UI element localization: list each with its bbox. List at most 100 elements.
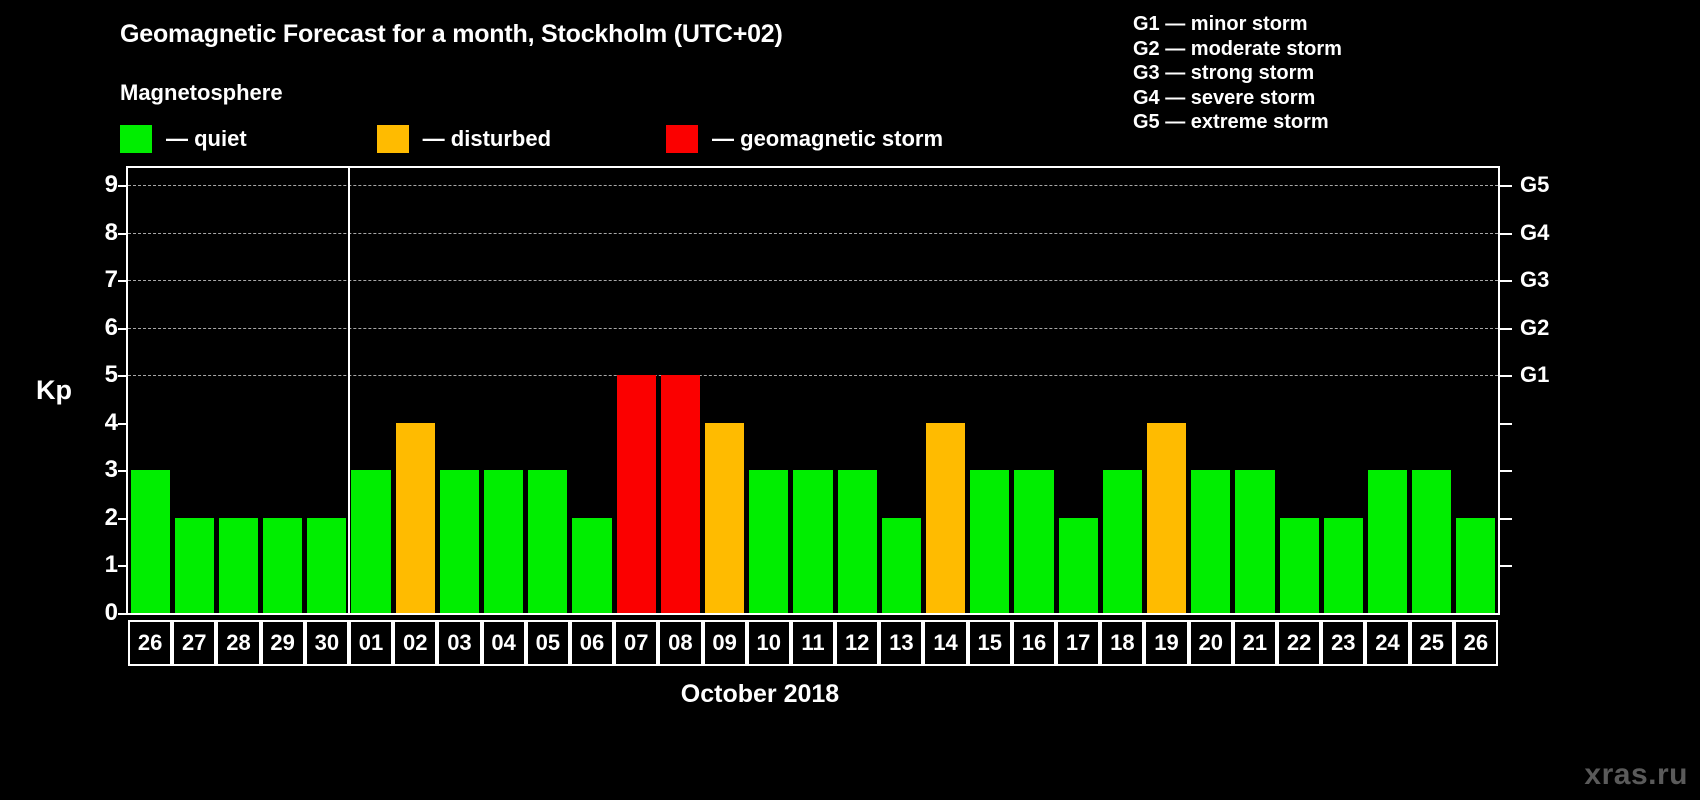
bar-day-06 bbox=[572, 517, 612, 613]
bar-day-15 bbox=[970, 470, 1010, 613]
x-axis-date-cell: 21 bbox=[1232, 620, 1278, 666]
x-axis-title: October 2018 bbox=[680, 680, 840, 708]
bar-day-03 bbox=[439, 470, 480, 613]
g-tick-label-G2: G2 bbox=[1520, 314, 1550, 340]
y-tick-mark-7 bbox=[118, 280, 128, 283]
g-axis-minor-tick-kp-1 bbox=[1500, 565, 1512, 568]
gridline-kp-6 bbox=[128, 327, 1498, 329]
gridline-kp-9 bbox=[128, 185, 1498, 186]
g-tick-mark-G2 bbox=[1500, 327, 1512, 330]
bar-day-05 bbox=[528, 470, 568, 613]
g-tick-mark-G4 bbox=[1500, 232, 1512, 235]
y-tick-label-8: 8 bbox=[104, 218, 118, 246]
bar-day-20 bbox=[1191, 470, 1231, 613]
g-tick-label-G4: G4 bbox=[1520, 219, 1550, 245]
g-scale-axis: G1 G2 G3 G4 G5 bbox=[1500, 166, 1580, 615]
g-tick-mark-G3 bbox=[1500, 280, 1512, 283]
x-axis-date-cell: 01 bbox=[348, 620, 394, 666]
y-tick-mark-8 bbox=[118, 232, 128, 235]
gridline-kp-8 bbox=[128, 232, 1498, 234]
bar-day-23 bbox=[1323, 517, 1363, 613]
bar-day-14 bbox=[925, 422, 966, 613]
y-tick-mark-0 bbox=[118, 613, 128, 615]
x-axis-date-cell: 14 bbox=[923, 620, 968, 666]
magnetosphere-label: Magnetosphere bbox=[120, 80, 283, 105]
legend-swatch-quiet-icon bbox=[120, 125, 152, 153]
y-axis: 0 1 2 3 4 5 6 7 8 9 bbox=[78, 166, 128, 626]
x-axis-date-cell: 29 bbox=[260, 620, 305, 666]
g-axis-minor-tick-kp-4 bbox=[1500, 422, 1512, 425]
g-axis-minor-tick-kp-2 bbox=[1500, 517, 1512, 520]
gscale-legend-line-5: G5 — extreme storm bbox=[1133, 111, 1329, 133]
bar-day-09 bbox=[705, 422, 745, 613]
gridline-kp-7 bbox=[128, 280, 1498, 282]
x-axis-date-cell: 15 bbox=[967, 620, 1012, 666]
watermark: xras.ru bbox=[1584, 758, 1688, 791]
x-axis-date-cell: 19 bbox=[1144, 620, 1189, 666]
y-tick-label-6: 6 bbox=[104, 313, 118, 341]
x-axis-date-cell: 27 bbox=[172, 620, 217, 666]
x-axis-date-cell: 17 bbox=[1056, 620, 1101, 666]
bar-day-13 bbox=[881, 517, 921, 613]
bar-day-12 bbox=[837, 470, 877, 613]
x-axis-date-cell: 22 bbox=[1277, 620, 1322, 666]
g-tick-label-G1: G1 bbox=[1520, 362, 1550, 388]
gscale-legend-line-3: G3 — strong storm bbox=[1133, 62, 1315, 84]
x-axis-date-cell: 02 bbox=[393, 620, 438, 666]
magnetosphere-legend: — quiet — disturbed — geomagnetic storm bbox=[120, 124, 943, 154]
plot-area bbox=[126, 166, 1500, 615]
bar-day-28 bbox=[218, 517, 259, 613]
bar-day-18 bbox=[1102, 470, 1142, 613]
y-axis-title: Kp bbox=[36, 375, 72, 405]
x-axis-date-cell: 30 bbox=[304, 620, 349, 666]
x-axis-date-cell: 12 bbox=[835, 620, 880, 666]
gscale-legend-line-4: G4 — severe storm bbox=[1133, 86, 1316, 109]
month-divider-line bbox=[347, 168, 350, 613]
page-title: Geomagnetic Forecast for a month, Stockh… bbox=[120, 20, 783, 48]
x-axis-date-cell: 07 bbox=[614, 620, 659, 666]
y-tick-mark-3 bbox=[118, 470, 128, 473]
legend-swatch-geomagnetic-storm-icon bbox=[666, 125, 699, 153]
bar-day-16 bbox=[1014, 470, 1054, 613]
x-axis-date-cell: 16 bbox=[1011, 620, 1057, 666]
bars bbox=[128, 168, 1498, 613]
x-axis-date-cell: 28 bbox=[216, 620, 261, 666]
legend-label-disturbed: — disturbed bbox=[422, 126, 552, 151]
gscale-legend: G1 — minor storm G2 — moderate storm G3 — … bbox=[1133, 12, 1342, 135]
x-axis-date-cell: 20 bbox=[1188, 620, 1233, 666]
y-tick-label-9: 9 bbox=[104, 171, 118, 198]
y-tick-label-0: 0 bbox=[104, 599, 118, 626]
y-tick-label-2: 2 bbox=[104, 503, 118, 531]
legend-item-quiet: — quiet bbox=[120, 125, 247, 153]
x-axis-date-cell: 25 bbox=[1409, 620, 1454, 666]
bar-day-24 bbox=[1367, 470, 1408, 613]
legend-swatch-disturbed-icon bbox=[376, 125, 409, 153]
bar-day-19 bbox=[1146, 422, 1187, 613]
g-axis-minor-tick-kp-3 bbox=[1500, 470, 1512, 473]
bar-day-04 bbox=[484, 470, 524, 613]
gscale-legend-line-2: G2 — moderate storm bbox=[1133, 37, 1342, 60]
g-tick-label-G3: G3 bbox=[1520, 267, 1550, 293]
legend-label-quiet: — quiet bbox=[166, 126, 247, 151]
gscale-legend-line-1: G1 — minor storm bbox=[1133, 13, 1308, 35]
y-tick-mark-4 bbox=[118, 422, 128, 425]
bar-day-08 bbox=[660, 375, 700, 613]
y-tick-label-1: 1 bbox=[104, 551, 118, 579]
bar-day-07 bbox=[616, 375, 656, 613]
gridline-kp-5 bbox=[128, 375, 1498, 377]
bar-day-01 bbox=[351, 470, 391, 613]
x-axis-date-cell: 06 bbox=[569, 620, 615, 666]
g-tick-mark-G1 bbox=[1500, 375, 1512, 378]
bar-day-10 bbox=[749, 470, 789, 613]
legend-item-geomagnetic-storm: — geomagnetic storm bbox=[666, 125, 943, 153]
y-tick-label-5: 5 bbox=[104, 361, 118, 389]
x-axis-date-cell: 04 bbox=[481, 620, 526, 666]
x-axis-date-cell: 09 bbox=[702, 620, 747, 666]
x-axis-date-cell: 05 bbox=[525, 620, 570, 666]
bar-day-21 bbox=[1235, 470, 1275, 613]
bar-day-11 bbox=[793, 470, 833, 613]
y-tick-mark-5 bbox=[118, 375, 128, 378]
legend-label-geomagnetic-storm: — geomagnetic storm bbox=[712, 126, 944, 151]
x-axis-date-cell: 10 bbox=[746, 620, 791, 666]
bar-day-17 bbox=[1058, 517, 1098, 613]
